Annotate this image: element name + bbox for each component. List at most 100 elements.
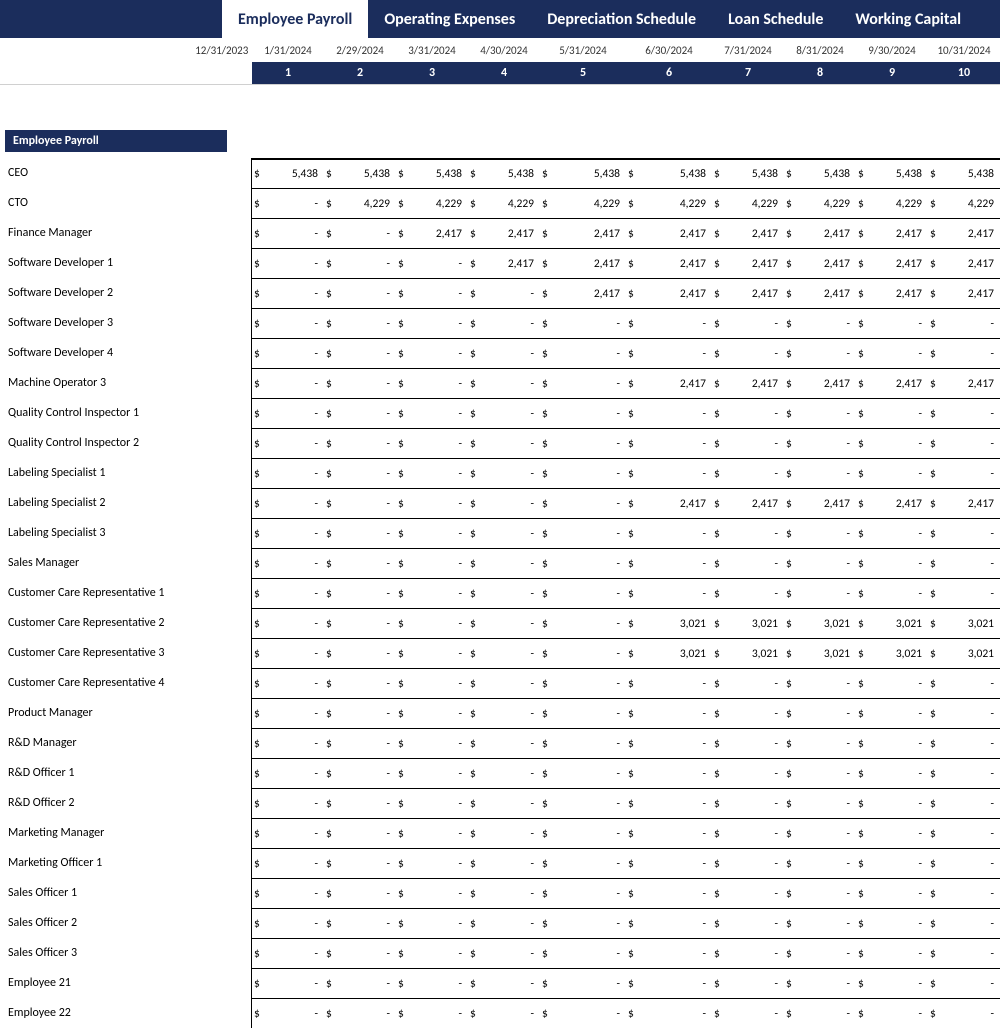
cell[interactable]: $- <box>396 939 468 968</box>
cell[interactable]: $- <box>712 459 784 488</box>
cell[interactable]: $- <box>252 579 324 608</box>
cell[interactable]: $- <box>324 909 396 938</box>
cell[interactable]: $- <box>856 939 928 968</box>
cell[interactable]: $4,229 <box>784 189 856 218</box>
cell[interactable]: $- <box>928 699 1000 728</box>
cell[interactable]: $2,417 <box>396 219 468 248</box>
cell[interactable]: $- <box>928 429 1000 458</box>
cell[interactable]: $- <box>784 459 856 488</box>
tab-working-capital[interactable]: Working Capital <box>839 0 977 38</box>
cell[interactable]: $- <box>540 969 626 998</box>
cell[interactable]: $- <box>540 399 626 428</box>
cell[interactable]: $5,438 <box>928 160 1000 188</box>
cell[interactable]: $2,417 <box>712 369 784 398</box>
cell[interactable]: $- <box>468 279 540 308</box>
cell[interactable]: $3,021 <box>928 639 1000 668</box>
cell[interactable]: $2,417 <box>540 279 626 308</box>
cell[interactable]: $- <box>928 399 1000 428</box>
cell[interactable]: $- <box>540 669 626 698</box>
cell[interactable]: $- <box>324 819 396 848</box>
cell[interactable]: $- <box>784 819 856 848</box>
cell[interactable]: $- <box>928 519 1000 548</box>
cell[interactable]: $- <box>540 939 626 968</box>
cell[interactable]: $- <box>784 399 856 428</box>
cell[interactable]: $- <box>468 459 540 488</box>
cell[interactable]: $- <box>626 909 712 938</box>
cell[interactable]: $- <box>396 279 468 308</box>
cell[interactable]: $2,417 <box>856 489 928 518</box>
cell[interactable]: $- <box>540 429 626 458</box>
cell[interactable]: $- <box>468 939 540 968</box>
cell[interactable]: $- <box>468 609 540 638</box>
cell[interactable]: $- <box>784 579 856 608</box>
cell[interactable]: $3,021 <box>928 609 1000 638</box>
cell[interactable]: $- <box>928 969 1000 998</box>
cell[interactable]: $- <box>252 639 324 668</box>
cell[interactable]: $- <box>626 519 712 548</box>
cell[interactable]: $- <box>468 789 540 818</box>
cell[interactable]: $2,417 <box>626 489 712 518</box>
cell[interactable]: $- <box>540 549 626 578</box>
cell[interactable]: $- <box>928 459 1000 488</box>
cell[interactable]: $- <box>468 399 540 428</box>
cell[interactable]: $- <box>784 759 856 788</box>
cell[interactable]: $- <box>784 519 856 548</box>
cell[interactable]: $- <box>626 459 712 488</box>
cell[interactable]: $- <box>252 279 324 308</box>
cell[interactable]: $- <box>540 729 626 758</box>
cell[interactable]: $- <box>468 849 540 878</box>
cell[interactable]: $- <box>540 759 626 788</box>
cell[interactable]: $- <box>324 459 396 488</box>
cell[interactable]: $- <box>856 429 928 458</box>
cell[interactable]: $- <box>468 729 540 758</box>
cell[interactable]: $- <box>396 369 468 398</box>
cell[interactable]: $- <box>396 759 468 788</box>
cell[interactable]: $- <box>396 339 468 368</box>
cell[interactable]: $3,021 <box>784 639 856 668</box>
cell[interactable]: $- <box>712 669 784 698</box>
cell[interactable]: $4,229 <box>626 189 712 218</box>
cell[interactable]: $- <box>252 609 324 638</box>
cell[interactable]: $- <box>252 789 324 818</box>
cell[interactable]: $2,417 <box>784 279 856 308</box>
cell[interactable]: $- <box>784 999 856 1028</box>
cell[interactable]: $- <box>712 429 784 458</box>
cell[interactable]: $- <box>252 369 324 398</box>
cell[interactable]: $- <box>396 639 468 668</box>
cell[interactable]: $- <box>784 309 856 338</box>
cell[interactable]: $- <box>626 549 712 578</box>
cell[interactable]: $- <box>784 429 856 458</box>
cell[interactable]: $- <box>324 759 396 788</box>
cell[interactable]: $- <box>784 729 856 758</box>
cell[interactable]: $- <box>712 939 784 968</box>
cell[interactable]: $- <box>928 849 1000 878</box>
cell[interactable]: $- <box>712 309 784 338</box>
cell[interactable]: $- <box>252 849 324 878</box>
cell[interactable]: $- <box>324 399 396 428</box>
cell[interactable]: $2,417 <box>928 369 1000 398</box>
cell[interactable]: $- <box>468 549 540 578</box>
cell[interactable]: $- <box>540 819 626 848</box>
cell[interactable]: $- <box>396 519 468 548</box>
cell[interactable]: $- <box>626 849 712 878</box>
cell[interactable]: $- <box>540 639 626 668</box>
cell[interactable]: $- <box>540 309 626 338</box>
cell[interactable]: $- <box>468 879 540 908</box>
cell[interactable]: $4,229 <box>540 189 626 218</box>
cell[interactable]: $- <box>252 549 324 578</box>
cell[interactable]: $- <box>712 819 784 848</box>
cell[interactable]: $- <box>252 219 324 248</box>
cell[interactable]: $- <box>324 579 396 608</box>
cell[interactable]: $- <box>252 819 324 848</box>
cell[interactable]: $- <box>928 579 1000 608</box>
cell[interactable]: $- <box>396 999 468 1028</box>
cell[interactable]: $- <box>252 429 324 458</box>
cell[interactable]: $- <box>856 579 928 608</box>
cell[interactable]: $- <box>252 489 324 518</box>
cell[interactable]: $- <box>540 489 626 518</box>
cell[interactable]: $- <box>712 759 784 788</box>
tab-loan-schedule[interactable]: Loan Schedule <box>712 0 839 38</box>
cell[interactable]: $4,229 <box>928 189 1000 218</box>
cell[interactable]: $5,438 <box>856 160 928 188</box>
cell[interactable]: $- <box>324 339 396 368</box>
